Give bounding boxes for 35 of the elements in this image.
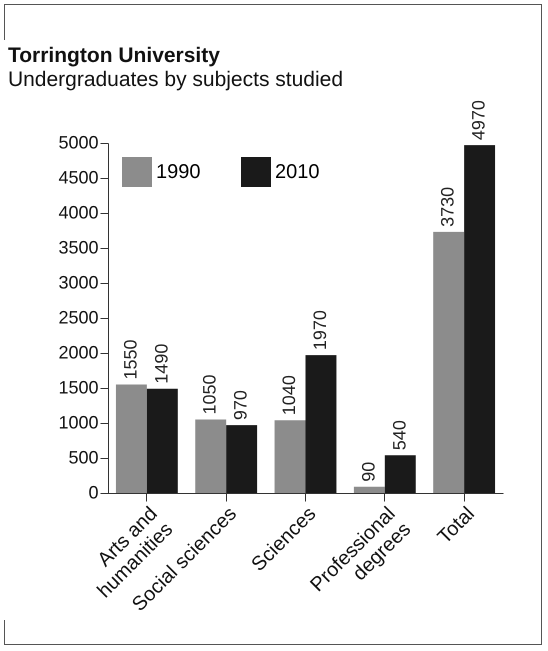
data-label: 1490 <box>151 344 172 384</box>
bar <box>306 355 336 493</box>
chart-subtitle: Undergraduates by subjects studied <box>8 68 344 92</box>
data-label: 1970 <box>310 310 330 350</box>
y-tick-label: 2500 <box>58 308 98 328</box>
data-label: 90 <box>358 462 378 482</box>
bar <box>274 420 306 493</box>
legend-label: 1990 <box>156 161 200 183</box>
y-tick-label: 3500 <box>58 238 98 258</box>
bar <box>464 145 496 493</box>
bar <box>146 388 178 493</box>
y-tick-label: 1500 <box>58 378 98 398</box>
data-label: 1050 <box>200 374 220 414</box>
data-label: 540 <box>389 420 410 450</box>
data-label: 970 <box>230 390 251 420</box>
y-tick-label: 500 <box>68 448 98 468</box>
bar <box>354 486 385 493</box>
data-label: 1550 <box>120 339 140 380</box>
data-label: 3730 <box>438 186 458 227</box>
y-tick-label: 4500 <box>58 168 98 188</box>
y-tick-label: 0 <box>88 482 98 502</box>
data-label: 1040 <box>279 375 300 416</box>
y-tick-label: 4000 <box>58 202 98 222</box>
bar <box>384 455 416 493</box>
legend-label: 2010 <box>275 161 320 183</box>
y-tick-label: 1000 <box>58 412 98 432</box>
chart-title: Torrington University <box>8 44 220 68</box>
y-tick-label: 3000 <box>58 272 98 292</box>
bar <box>195 420 226 493</box>
bar <box>116 384 147 493</box>
bar <box>433 232 464 493</box>
y-tick-label: 5000 <box>58 132 98 152</box>
bar <box>226 425 258 493</box>
data-label: 4970 <box>468 100 489 140</box>
y-tick-label: 2000 <box>58 342 98 362</box>
